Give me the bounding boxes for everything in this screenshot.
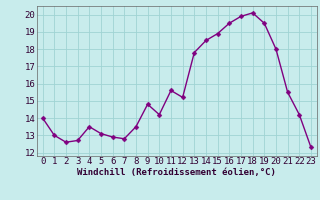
X-axis label: Windchill (Refroidissement éolien,°C): Windchill (Refroidissement éolien,°C) [77, 168, 276, 177]
